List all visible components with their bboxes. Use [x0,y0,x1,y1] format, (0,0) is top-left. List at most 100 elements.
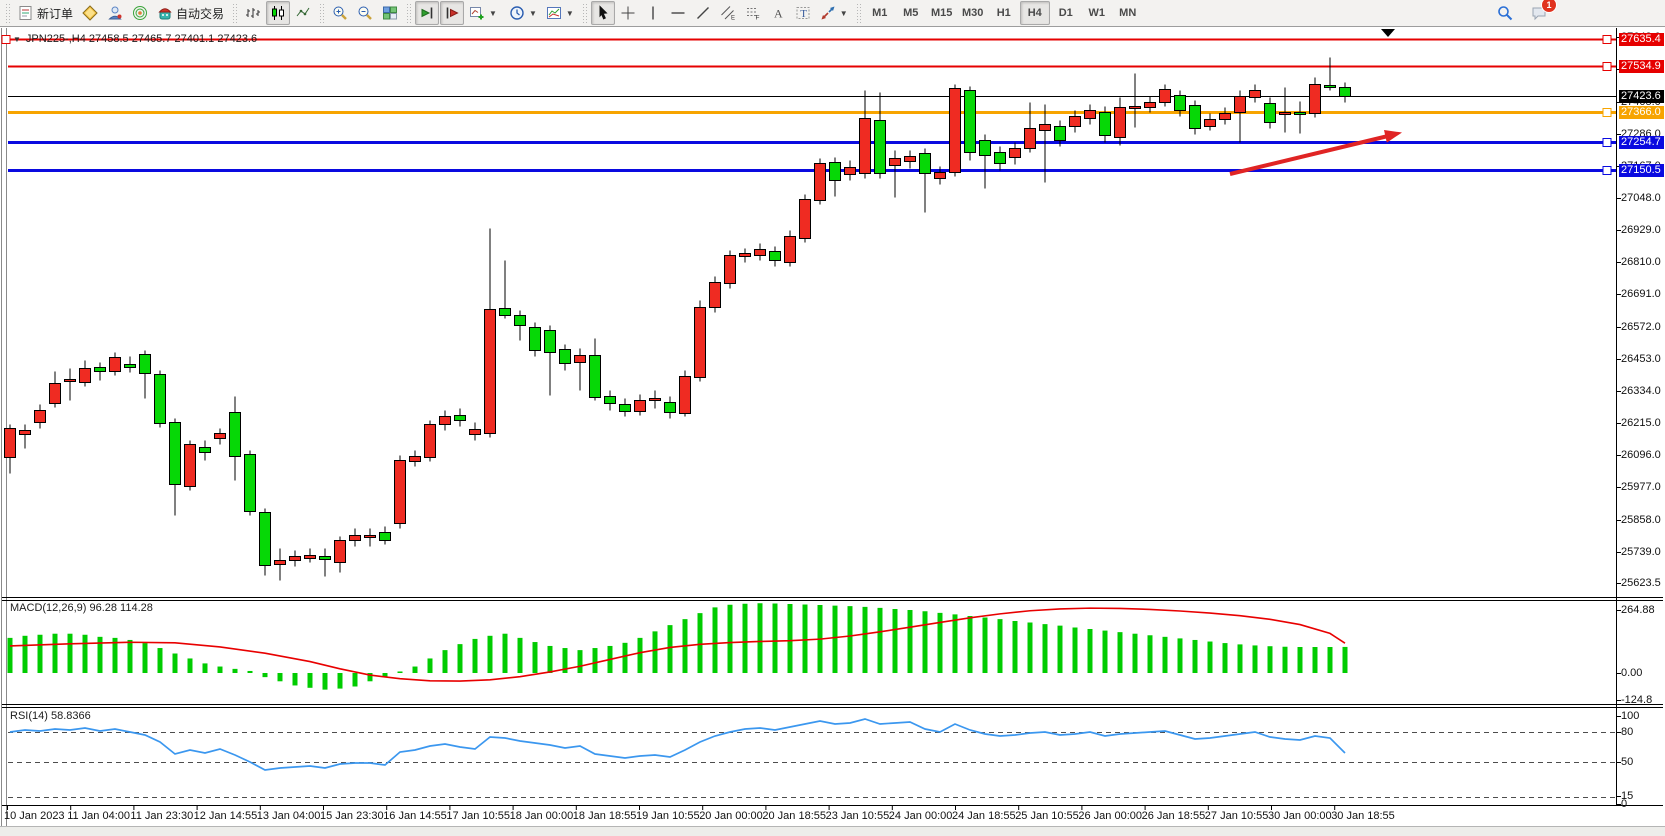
search-icon [1498,6,1513,21]
date-label: 15 Jan 23:30 [320,810,384,822]
text-label-button[interactable]: T [791,1,815,25]
tf-m15-button[interactable]: M15 [927,1,957,25]
window-bottom-edge [0,826,1665,836]
bar-chart-button[interactable] [241,1,265,25]
tf-mn-button[interactable]: MN [1113,1,1143,25]
macd-label: MACD(12,26,9) 96.28 114.28 [10,602,153,614]
vertical-line-button[interactable] [641,1,665,25]
tf-d1-button[interactable]: D1 [1051,1,1081,25]
community-button[interactable] [103,1,127,25]
price-tick: 25858.0 [1621,514,1661,526]
price-tick: 26810.0 [1621,256,1661,268]
rsi-tick: 50 [1621,756,1634,768]
symbols-button[interactable] [78,1,102,25]
svg-text:T: T [800,8,807,20]
tile-windows-button[interactable] [378,1,402,25]
search-button[interactable] [1493,1,1517,25]
date-label: 23 Jan 10:55 [825,810,890,822]
date-label: 16 Jan 14:55 [383,810,447,822]
horizontal-line-button[interactable] [666,1,690,25]
hline-end-marker [1602,35,1612,44]
autotrading-button[interactable]: 自动交易 [153,1,228,25]
zoom-in-button[interactable] [328,1,352,25]
hline-end-marker [1602,108,1612,117]
horizontal-line-icon [671,12,685,14]
rsi-tick: 80 [1621,726,1634,738]
tf-w1-button[interactable]: W1 [1082,1,1112,25]
main-toolbar: 新订单 [0,0,1665,27]
chart-title-text: JPN225-,H4 27458.5 27465.7 27401.1 27423… [25,33,258,45]
line-chart-button[interactable] [291,1,315,25]
date-label: 20 Jan 18:55 [762,810,827,822]
date-label: 11 Jan 23:30 [130,810,194,822]
tf-h1-button[interactable]: H1 [989,1,1019,25]
chart-shift-button[interactable] [440,1,465,25]
svg-text:F: F [755,15,759,22]
date-label: 24 Jan 18:55 [952,810,1016,822]
equidistant-channel-button[interactable]: E [716,1,740,25]
signals-button[interactable] [128,1,152,25]
rsi-tick: 15 [1621,790,1634,802]
price-tick: 26572.0 [1621,321,1661,333]
cursor-button[interactable] [590,1,615,25]
text-label-icon: T [796,7,810,20]
tf-h4-button[interactable]: H4 [1019,1,1050,25]
arrows-icon [821,6,835,20]
trendline-button[interactable] [691,1,715,25]
notification-badge: 1 [1541,0,1557,13]
hline-price-badge: 27366.0 [1619,105,1664,119]
chevron-down-icon: ▼ [489,8,497,18]
date-label: 26 Jan 18:55 [1141,810,1206,822]
new-chart-button[interactable]: ▼ [465,1,501,25]
price-tick: 25739.0 [1621,546,1661,558]
hline-end-marker [1602,166,1612,175]
new-order-button[interactable]: 新订单 [14,1,77,25]
toolbar-drag-handle[interactable] [5,3,10,23]
broadcast-icon [133,6,148,20]
periods-button[interactable]: ▼ [502,1,541,25]
chart-shift-icon [446,7,459,19]
date-label: 17 Jan 10:55 [446,810,511,822]
templates-button[interactable]: ▼ [542,1,578,25]
crosshair-button[interactable] [616,1,640,25]
vertical-line-icon [652,6,654,20]
toolbar-drag-handle[interactable] [319,3,325,23]
macd-tick: 264.88 [1621,604,1655,616]
toolbar-drag-handle[interactable] [581,3,587,23]
cursor-icon [599,5,608,20]
zoom-out-icon [358,6,372,20]
zoom-out-button[interactable] [353,1,377,25]
text-icon: A [774,7,783,21]
price-tick: 26334.0 [1621,385,1661,397]
hline-price-badge: 27635.4 [1619,32,1664,46]
new-order-label: 新订单 [37,6,74,21]
candlestick-button[interactable] [266,1,291,25]
line-chart-icon [296,7,310,17]
toolbar-drag-handle[interactable] [406,3,412,23]
shapes-button[interactable]: ▼ [816,1,852,25]
price-tick: 26929.0 [1621,224,1661,236]
price-tick: 25623.5 [1621,577,1661,589]
tf-m1-button[interactable]: M1 [865,1,895,25]
text-button[interactable]: A [766,1,790,25]
svg-text:E: E [731,16,735,22]
price-tick: 27048.0 [1621,192,1661,204]
tf-m30-button[interactable]: M30 [958,1,988,25]
toolbar-drag-handle[interactable] [855,3,861,23]
date-label: 10 Jan 2023 [4,810,65,822]
tf-m5-button[interactable]: M5 [896,1,926,25]
clock-icon [510,6,524,20]
toolbar-drag-handle[interactable] [232,3,238,23]
new-order-icon [19,6,32,20]
autoscroll-button[interactable] [415,1,440,25]
autoscroll-icon [421,7,433,19]
hline-price-badge: 27534.9 [1619,59,1664,73]
price-tick: 26096.0 [1621,449,1661,461]
date-label: 12 Jan 14:55 [193,810,258,822]
date-label: 18 Jan 00:00 [509,810,574,822]
chart-shift-marker [1381,29,1395,37]
channel-icon: E [720,6,735,22]
hline-price-badge: 27150.5 [1619,163,1664,177]
fibonacci-button[interactable]: F [741,1,765,25]
